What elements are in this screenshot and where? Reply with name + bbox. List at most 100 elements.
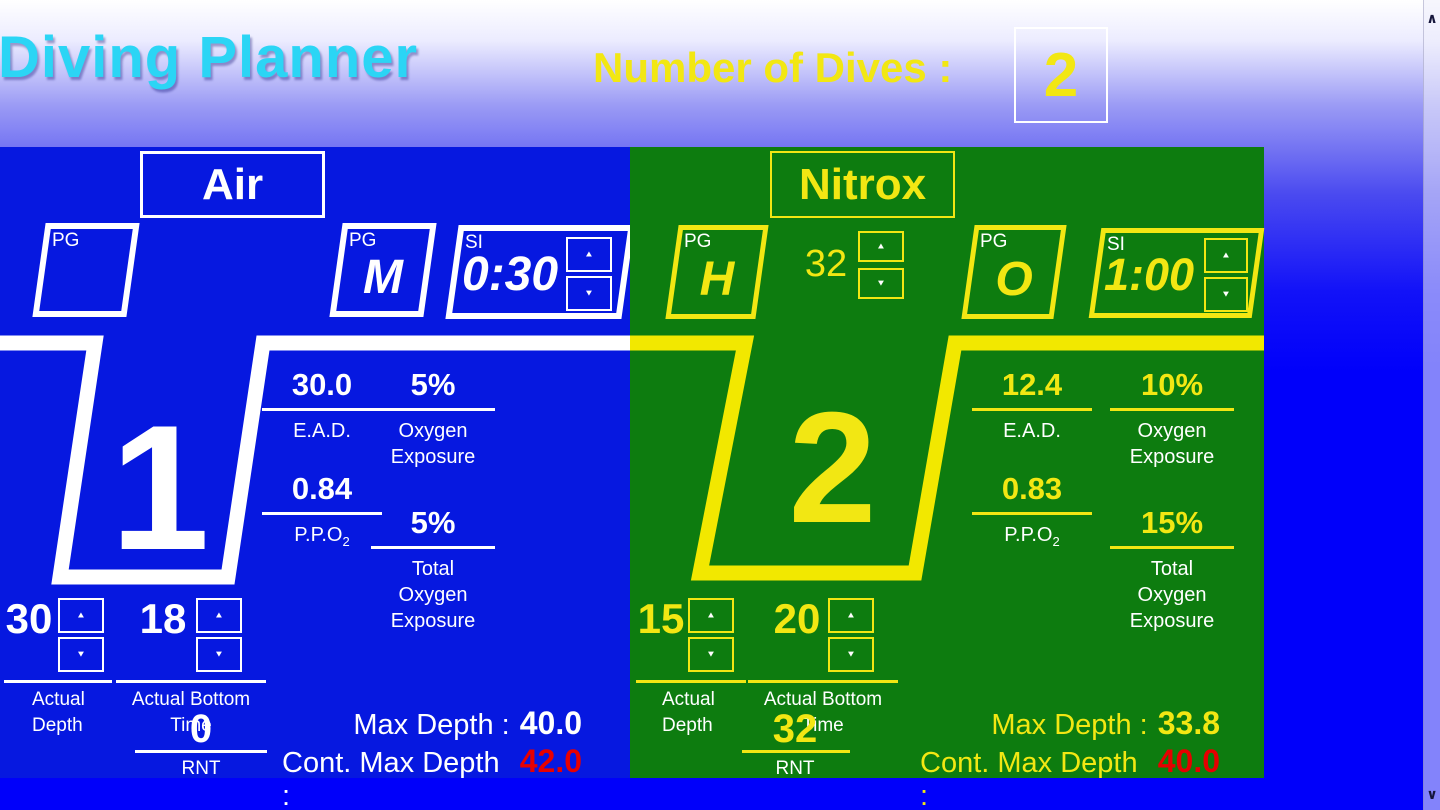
rule: [371, 408, 495, 411]
dive2-si-box[interactable]: SI 1:00 ▲ ▼: [1088, 228, 1265, 318]
rule: [972, 512, 1092, 515]
scroll-up-button[interactable]: ∧: [1424, 8, 1440, 28]
dive2-si-up-button[interactable]: ▲: [1204, 238, 1248, 273]
up-arrow-icon: ▲: [846, 610, 856, 620]
chevron-up-icon: ∧: [1426, 9, 1438, 26]
dive2-o2-up-button[interactable]: ▲: [858, 231, 904, 262]
down-arrow-icon: ▼: [76, 649, 86, 659]
dive2-actual-depth-label2: Depth: [662, 715, 713, 736]
dive2-rnt-value: 32: [772, 707, 818, 751]
dive2-pg-end-box: PG O: [961, 225, 1067, 319]
dive1-abt-spinner: ▲ ▼: [196, 598, 242, 672]
dive1-ppo2-label: P.P.O: [294, 524, 343, 546]
dive2-total-oxygen-label3: Exposure: [1129, 610, 1215, 632]
dive1-si-box[interactable]: SI 0:30 ▲ ▼: [445, 225, 635, 319]
dive1-depth-up-button[interactable]: ▲: [58, 598, 104, 633]
dive2-depth-spinner: ▲ ▼: [688, 598, 734, 672]
dive1-total-oxygen-value: 5%: [410, 505, 456, 540]
rule: [1110, 408, 1234, 411]
rule: [116, 680, 266, 683]
dive1-oxygen-exposure-label2: Exposure: [390, 446, 476, 468]
dive2-cont-max-depth-row: Cont. Max Depth : 40.0: [920, 743, 1220, 810]
dive2-abt-down-button[interactable]: ▼: [828, 637, 874, 672]
rule: [742, 750, 850, 753]
dive2-ppo2-label-sub: 2: [1052, 534, 1060, 549]
dive2-abt-value[interactable]: 20: [773, 595, 821, 642]
dive1-pg-start-box: PG: [32, 223, 140, 317]
dive1-abt-up-button[interactable]: ▲: [196, 598, 242, 633]
dive2-si-spinner: ▲ ▼: [1204, 238, 1248, 312]
dive2-max-depth-row: Max Depth : 33.8: [920, 705, 1220, 742]
dive1-oxygen-exposure-stat: 5% Oxygen Exposure: [371, 367, 495, 470]
down-arrow-icon: ▼: [846, 649, 856, 659]
dive2-gas-title: Nitrox: [770, 151, 955, 218]
down-arrow-icon: ▼: [584, 288, 594, 298]
dive2-si-down-button[interactable]: ▼: [1204, 277, 1248, 312]
down-arrow-icon: ▼: [876, 278, 886, 288]
dive1-si-value[interactable]: 0:30: [462, 248, 559, 301]
dive1-ead-stat: 30.0 E.A.D.: [262, 367, 382, 444]
dive2-si-value[interactable]: 1:00: [1104, 249, 1195, 300]
dive1-rnt-value: 0: [189, 707, 213, 751]
dive2-oxygen-exposure-value: 10%: [1140, 367, 1204, 402]
number-of-dives-value: 2: [1043, 40, 1079, 110]
dive1-oxygen-exposure-label1: Oxygen: [398, 420, 468, 442]
vertical-scrollbar[interactable]: ∧ ∨: [1423, 0, 1440, 810]
dive1-abt-down-button[interactable]: ▼: [196, 637, 242, 672]
dive1-max-depth-value: 40.0: [519, 705, 582, 741]
dive1-ppo2-value: 0.84: [291, 471, 353, 506]
dive2-actual-depth-value[interactable]: 15: [637, 595, 685, 642]
dive1-ead-value: 30.0: [291, 367, 353, 402]
dive1-depth-down-button[interactable]: ▼: [58, 637, 104, 672]
down-arrow-icon: ▼: [1221, 289, 1231, 299]
dive2-oxygen-exposure-stat: 10% Oxygen Exposure: [1110, 367, 1234, 470]
dive2-total-oxygen-stat: 15% Total Oxygen Exposure: [1110, 505, 1234, 634]
dive1-abt-value[interactable]: 18: [139, 595, 187, 642]
number-of-dives-field[interactable]: 2: [1014, 27, 1108, 123]
dive2-ppo2-label: P.P.O: [1004, 524, 1053, 546]
dive2-ppo2-stat: 0.83 P.P.O2: [972, 471, 1092, 555]
dive2-pg-start-box: PG H: [665, 225, 769, 319]
up-arrow-icon: ▲: [876, 241, 886, 251]
dive1-total-oxygen-label1: Total: [411, 558, 455, 580]
dive1-depth-spinner: ▲ ▼: [58, 598, 104, 672]
dive2-o2-down-button[interactable]: ▼: [858, 268, 904, 299]
rule: [972, 408, 1092, 411]
chevron-down-icon: ∨: [1426, 785, 1438, 802]
dive1-si-down-button[interactable]: ▼: [566, 276, 612, 311]
dive1-total-oxygen-label3: Exposure: [390, 610, 476, 632]
dive1-si-spinner: ▲ ▼: [566, 237, 612, 311]
up-arrow-icon: ▲: [1221, 250, 1231, 260]
dive1-actual-depth-value[interactable]: 30: [5, 595, 53, 642]
dive2-abt-spinner: ▲ ▼: [828, 598, 874, 672]
dive1-ppo2-stat: 0.84 P.P.O2: [262, 471, 382, 555]
dive2-total-oxygen-label1: Total: [1150, 558, 1194, 580]
down-arrow-icon: ▼: [706, 649, 716, 659]
dive2-total-oxygen-value: 15%: [1140, 505, 1204, 540]
dive2-pg-start-value: H: [699, 252, 735, 306]
dive1-si-up-button[interactable]: ▲: [566, 237, 612, 272]
dive2-ead-stat: 12.4 E.A.D.: [972, 367, 1092, 444]
dive2-total-oxygen-label2: Oxygen: [1137, 584, 1207, 606]
dive2-cont-max-depth-label: Cont. Max Depth :: [920, 747, 1138, 810]
dive1-pg-end-value: M: [363, 250, 403, 304]
dive2-o2-percent-value[interactable]: 32: [804, 243, 848, 285]
up-arrow-icon: ▲: [76, 610, 86, 620]
dive2-number: 2: [788, 379, 877, 556]
rule: [135, 750, 267, 753]
dive1-max-depth-label: Max Depth :: [353, 709, 510, 741]
dive1-cont-max-depth-value: 42.0: [519, 743, 582, 779]
up-arrow-icon: ▲: [214, 610, 224, 620]
dive2-depth-down-button[interactable]: ▼: [688, 637, 734, 672]
dive1-total-oxygen-stat: 5% Total Oxygen Exposure: [371, 505, 495, 634]
dive1-rnt-label: RNT: [181, 758, 221, 779]
up-arrow-icon: ▲: [584, 249, 594, 259]
dive1-ead-label: E.A.D.: [293, 420, 351, 442]
dive2-abt-up-button[interactable]: ▲: [828, 598, 874, 633]
rule: [748, 680, 898, 683]
dive2-depth-up-button[interactable]: ▲: [688, 598, 734, 633]
scroll-down-button[interactable]: ∨: [1424, 784, 1440, 804]
app-title: Diving Planner: [0, 25, 419, 90]
rule: [262, 408, 382, 411]
dive2-ppo2-value: 0.83: [1001, 471, 1063, 506]
